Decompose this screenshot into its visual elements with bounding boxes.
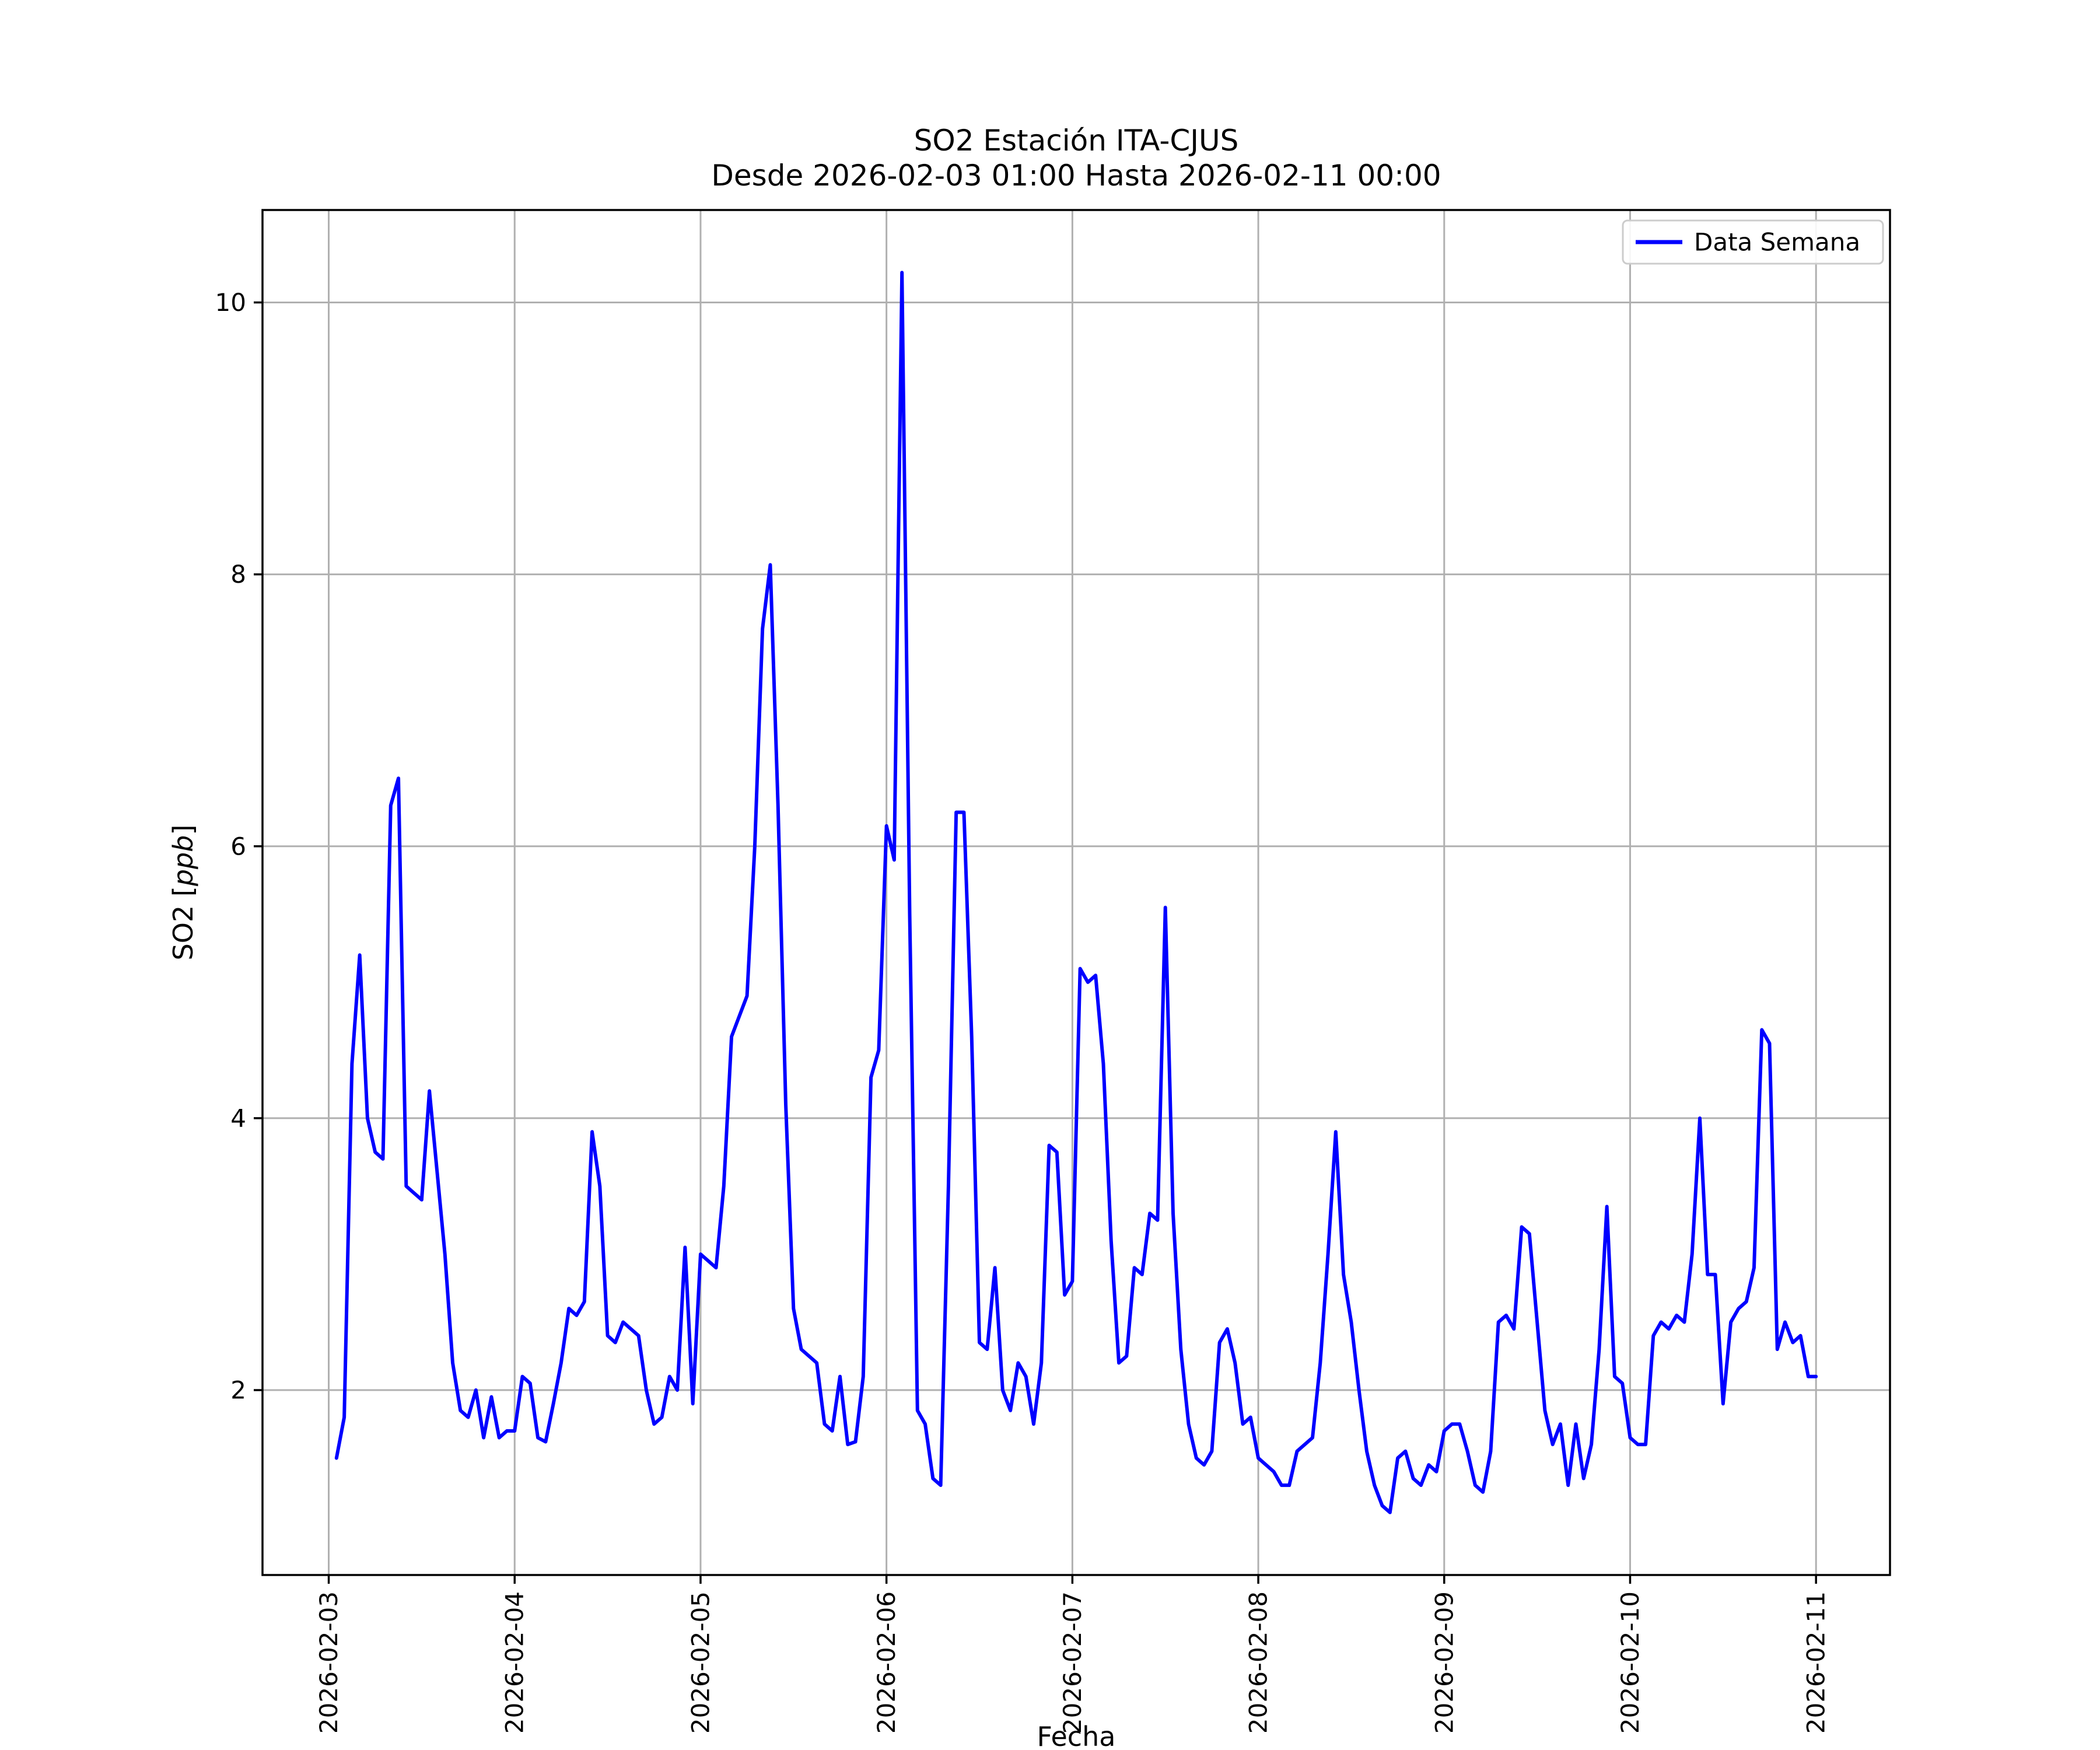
axis-tick-labels: 2026-02-03 2026-02-04 2026-02-05 2026-02-06… bbox=[215, 288, 1831, 1734]
chart-title-line2: Desde 2026-02-03 01:00 Hasta 2026-02-11 … bbox=[711, 159, 1441, 192]
gridlines bbox=[262, 210, 1890, 1575]
x-tick-label: 2026-02-04 bbox=[501, 1591, 529, 1734]
axis-ticks bbox=[254, 301, 1817, 1584]
y-tick-label: 8 bbox=[230, 560, 246, 589]
legend: Data Semana bbox=[1622, 219, 1884, 265]
x-tick-label: 2026-02-03 bbox=[314, 1591, 343, 1734]
chart-title-line1: SO2 Estación ITA-CJUS bbox=[914, 124, 1239, 158]
legend-label: Data Semana bbox=[1694, 228, 1860, 257]
y-tick-label: 6 bbox=[230, 832, 246, 860]
x-tick-label: 2026-02-06 bbox=[872, 1591, 901, 1734]
y-axis-label: SO2 [ppb] bbox=[167, 825, 199, 961]
data-line bbox=[334, 271, 1818, 1514]
data-series bbox=[334, 271, 1818, 1514]
legend-box bbox=[1622, 219, 1884, 265]
x-tick-label: 2026-02-09 bbox=[1430, 1591, 1458, 1734]
y-tick-label: 2 bbox=[230, 1376, 246, 1405]
x-tick-label: 2026-02-05 bbox=[686, 1591, 715, 1734]
x-tick-label: 2026-02-08 bbox=[1244, 1591, 1273, 1734]
x-axis-label: Fecha bbox=[1037, 1721, 1116, 1750]
x-tick-label: 2026-02-11 bbox=[1802, 1591, 1831, 1734]
y-axis-label-unit: ppb bbox=[167, 835, 199, 887]
plot-border bbox=[261, 209, 1891, 1576]
y-tick-label: 4 bbox=[230, 1104, 246, 1132]
y-axis-label-suffix: ] bbox=[167, 825, 199, 835]
y-tick-label: 10 bbox=[215, 288, 246, 317]
x-tick-label: 2026-02-07 bbox=[1058, 1591, 1087, 1734]
y-axis-label-prefix: SO2 [ bbox=[167, 886, 199, 960]
x-tick-label: 2026-02-10 bbox=[1616, 1591, 1644, 1734]
